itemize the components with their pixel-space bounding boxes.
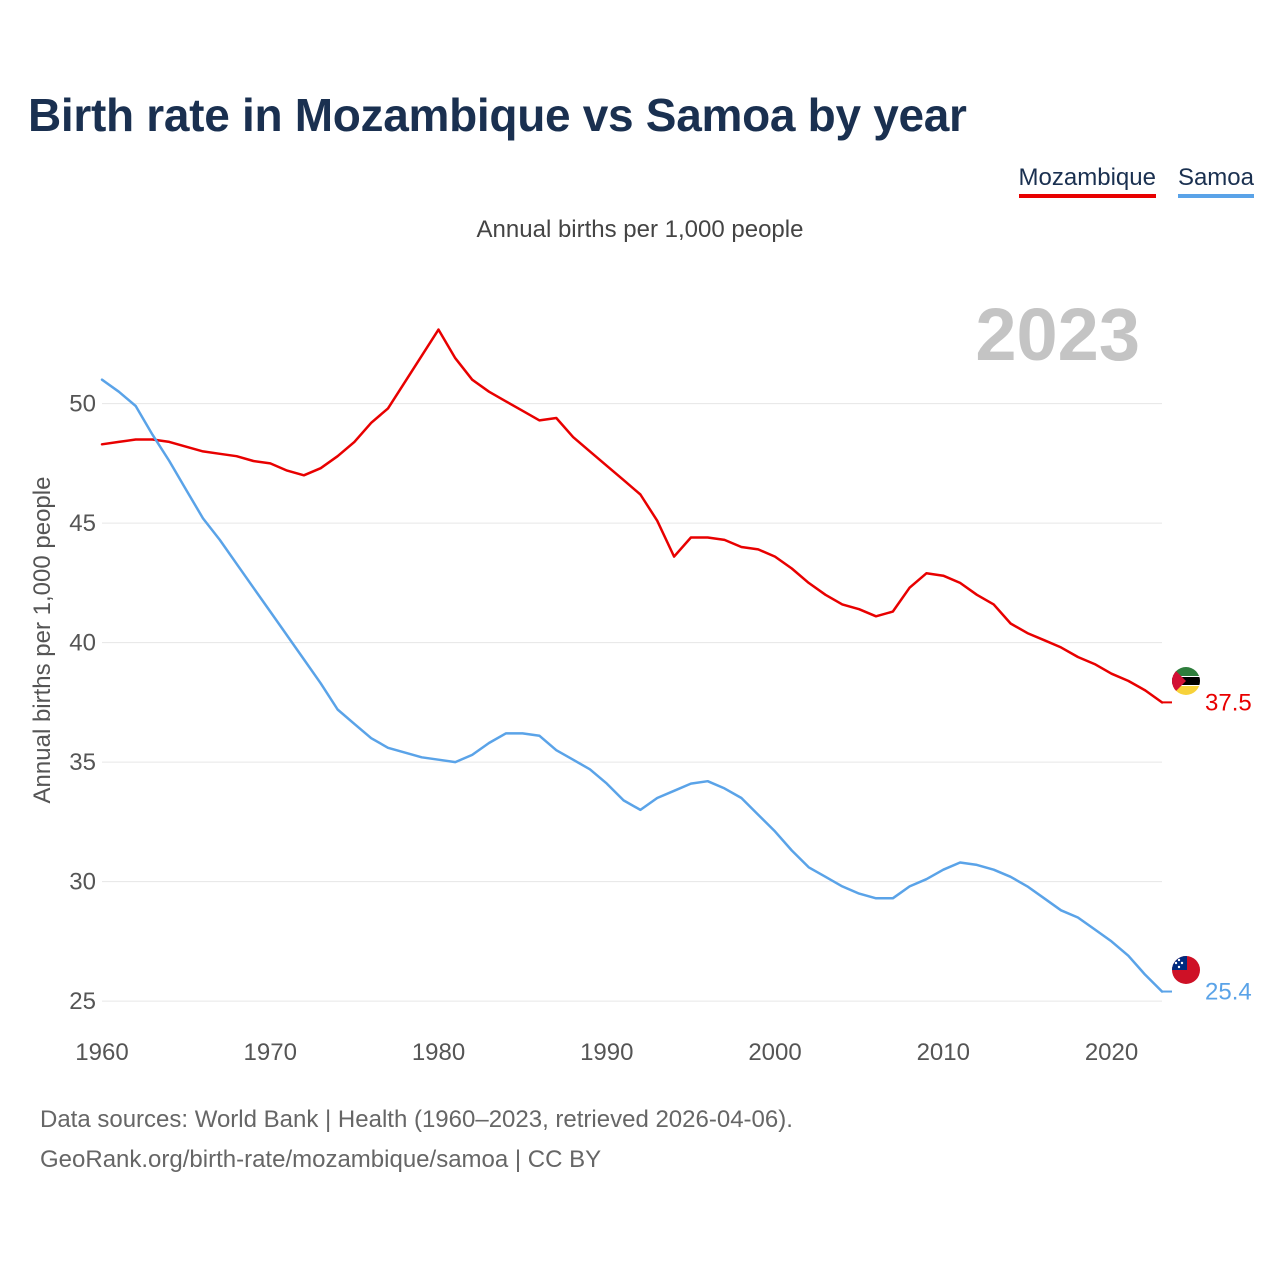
y-tick-label: 30 bbox=[69, 869, 96, 896]
x-tick-label: 2010 bbox=[917, 1039, 970, 1066]
footer-sources: Data sources: World Bank | Health (1960–… bbox=[40, 1106, 793, 1133]
chart-subtitle: Annual births per 1,000 people bbox=[476, 216, 804, 243]
x-tick-label: 1970 bbox=[244, 1039, 297, 1066]
legend-item-mozambique[interactable]: Mozambique bbox=[1018, 164, 1156, 198]
mozambique-flag-icon bbox=[1172, 667, 1200, 695]
series-line-samoa bbox=[100, 378, 1164, 993]
x-tick-label: 1990 bbox=[580, 1039, 633, 1066]
y-tick-label: 50 bbox=[69, 391, 96, 418]
year-label: 2023 bbox=[975, 293, 1140, 376]
x-tick-label: 2020 bbox=[1085, 1039, 1138, 1066]
chart-title: Birth rate in Mozambique vs Samoa by yea… bbox=[28, 89, 967, 141]
end-value-label-mozambique: 37.5 bbox=[1205, 689, 1252, 716]
x-tick-label: 1980 bbox=[412, 1039, 465, 1066]
legend: Mozambique Samoa bbox=[1018, 164, 1254, 198]
series-line-mozambique bbox=[100, 328, 1164, 704]
legend-item-samoa[interactable]: Samoa bbox=[1177, 164, 1254, 198]
y-tick-label: 25 bbox=[69, 988, 96, 1015]
samoa-flag-icon bbox=[1172, 956, 1200, 984]
footer-link[interactable]: GeoRank.org/birth-rate/mozambique/samoa … bbox=[40, 1146, 602, 1173]
x-tick-label: 2000 bbox=[748, 1039, 801, 1066]
line-chart: 25 30 35 40 45 50 1960 1970 1980 1990 2000 2010 2020… bbox=[29, 293, 1252, 1066]
y-tick-label: 40 bbox=[69, 630, 96, 657]
x-tick-label: 1960 bbox=[75, 1039, 128, 1066]
end-value-label-samoa: 25.4 bbox=[1205, 979, 1252, 1006]
y-axis-label: Annual births per 1,000 people bbox=[29, 477, 56, 804]
y-tick-label: 45 bbox=[69, 510, 96, 537]
y-tick-label: 35 bbox=[69, 749, 96, 776]
